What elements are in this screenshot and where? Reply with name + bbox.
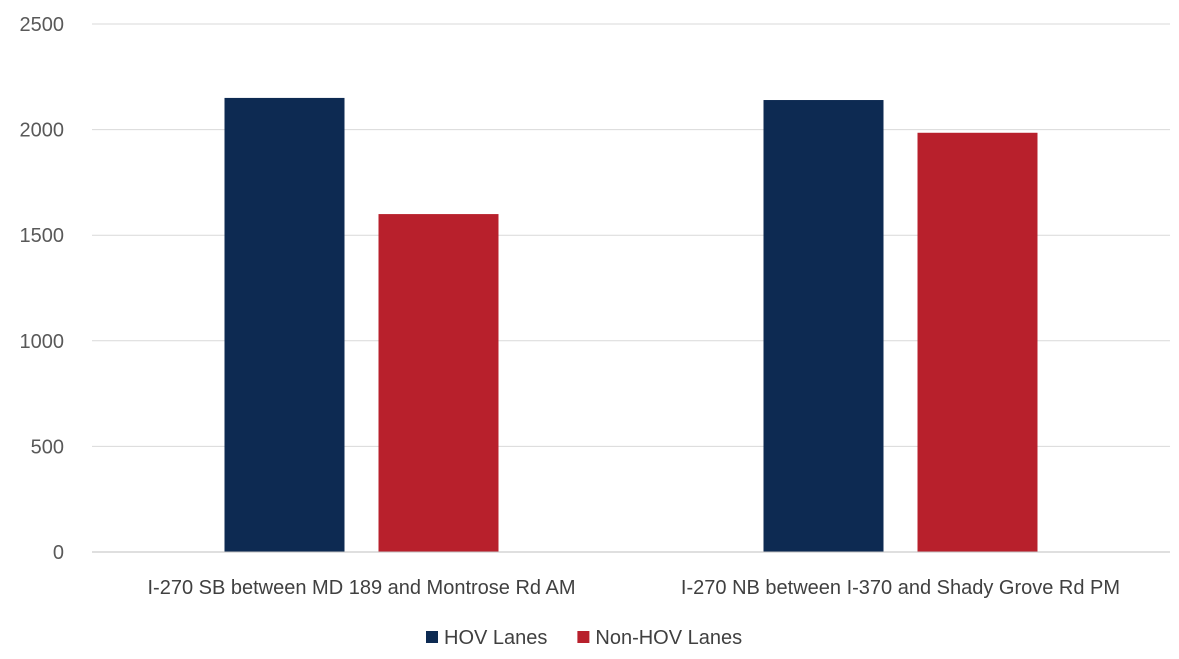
x-category-label: I-270 SB between MD 189 and Montrose Rd … — [147, 577, 575, 599]
y-tick-label: 0 — [53, 542, 64, 564]
x-axis-category-labels: I-270 SB between MD 189 and Montrose Rd … — [147, 577, 1120, 599]
bar-hov-lanes-1 — [763, 100, 884, 553]
bar-non-hov-lanes-1 — [917, 132, 1038, 552]
bar-hov-lanes-0 — [224, 97, 345, 553]
x-category-label: I-270 NB between I-370 and Shady Grove R… — [681, 577, 1120, 599]
y-tick-label: 1500 — [20, 225, 65, 247]
bars — [224, 97, 1038, 553]
y-tick-label: 2500 — [20, 14, 65, 36]
bar-non-hov-lanes-0 — [378, 214, 499, 552]
y-tick-label: 2000 — [20, 120, 65, 142]
legend-label: HOV Lanes — [444, 627, 547, 649]
legend-label: Non-HOV Lanes — [595, 627, 742, 649]
y-axis-tick-labels: 0 500 1000 1500 2000 2500 — [20, 14, 65, 564]
legend-swatch — [577, 631, 590, 643]
y-tick-label: 500 — [31, 436, 64, 458]
legend: HOV Lanes Non-HOV Lanes — [426, 627, 742, 649]
y-tick-label: 1000 — [20, 331, 65, 353]
legend-swatch — [426, 631, 438, 643]
